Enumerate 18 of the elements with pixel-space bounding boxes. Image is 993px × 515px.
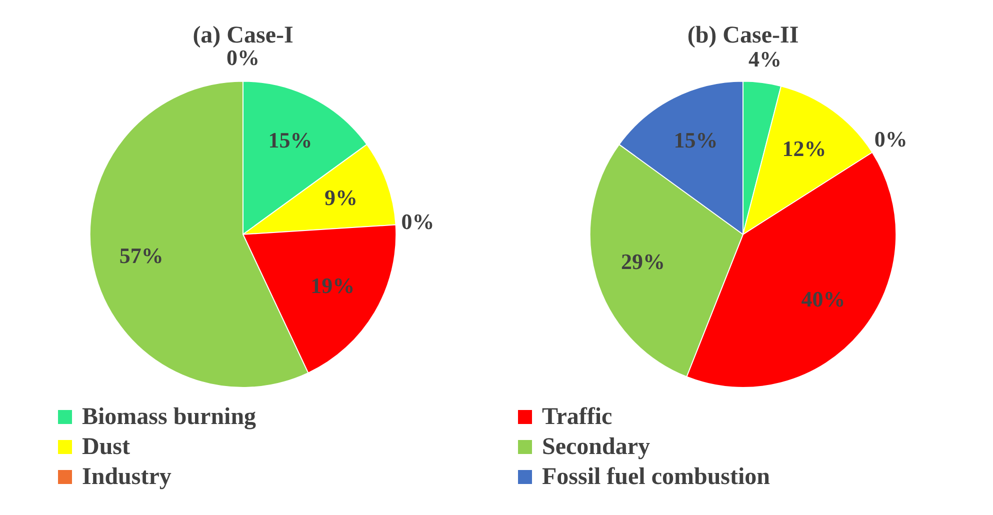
legend-label: Fossil fuel combustion: [542, 463, 770, 492]
text: 0%: [874, 126, 908, 152]
data-label: 9%: [324, 184, 358, 210]
legend-label: Secondary: [542, 433, 650, 462]
data-label: 15%: [674, 127, 718, 152]
data-label: 57%: [119, 242, 164, 268]
legend-label: Biomass burning: [82, 403, 256, 432]
text: 0%: [401, 209, 434, 234]
data-label: 12%: [782, 136, 826, 161]
data-label: 19%: [310, 273, 355, 298]
data-label: 4%: [748, 46, 782, 72]
legend-label: Dust: [82, 433, 130, 462]
data-label: 15%: [268, 127, 312, 152]
chart-title: (b) Case-II: [687, 22, 799, 49]
data-label: 40%: [801, 286, 846, 312]
legend-label: Industry: [82, 463, 172, 492]
legend-label: Traffic: [542, 403, 612, 432]
data-label: 29%: [621, 249, 666, 274]
